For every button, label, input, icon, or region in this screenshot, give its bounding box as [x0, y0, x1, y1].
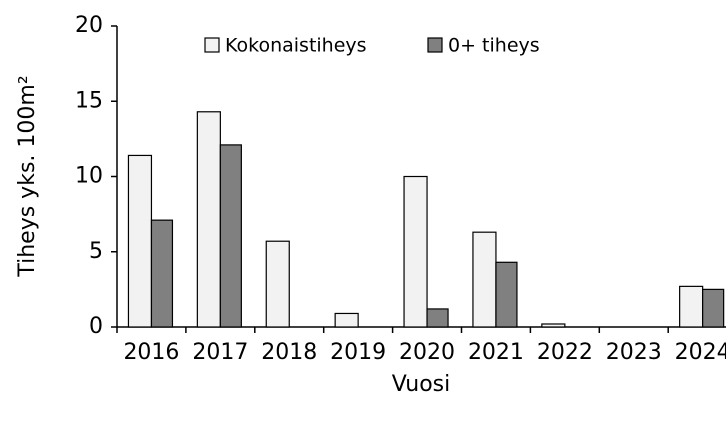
bar — [702, 288, 725, 328]
bar — [403, 175, 428, 328]
y-tick-label: 5 — [89, 239, 103, 264]
bar — [265, 240, 290, 328]
legend-swatch — [427, 37, 443, 53]
bar — [127, 154, 153, 328]
x-tick-label: 2019 — [330, 340, 386, 365]
x-tick-label: 2017 — [192, 340, 248, 365]
bar — [196, 111, 221, 328]
y-tick-label: 15 — [75, 88, 103, 113]
x-tick-label: 2018 — [261, 340, 317, 365]
y-tick-label: 0 — [89, 314, 103, 339]
legend-swatch — [204, 37, 220, 53]
bar — [219, 144, 242, 328]
legend-label: Kokonaistiheys — [225, 35, 367, 57]
bar — [541, 323, 566, 328]
bar — [150, 219, 174, 328]
y-tick-label: 20 — [75, 13, 103, 38]
y-axis-label: Tiheys yks. 100m² — [15, 75, 40, 277]
bar — [334, 312, 359, 328]
bar — [426, 308, 449, 328]
x-tick-label: 2016 — [123, 340, 179, 365]
bar — [679, 285, 704, 328]
bar — [472, 231, 497, 328]
legend-label: 0+ tiheys — [448, 35, 540, 57]
x-tick-label: 2024 — [675, 340, 726, 365]
x-axis-label: Vuosi — [392, 372, 451, 397]
y-tick-label: 10 — [75, 164, 103, 189]
x-tick-label: 2020 — [399, 340, 455, 365]
bar — [495, 261, 518, 328]
x-tick-label: 2023 — [606, 340, 662, 365]
x-tick-label: 2022 — [537, 340, 593, 365]
x-tick-label: 2021 — [468, 340, 524, 365]
